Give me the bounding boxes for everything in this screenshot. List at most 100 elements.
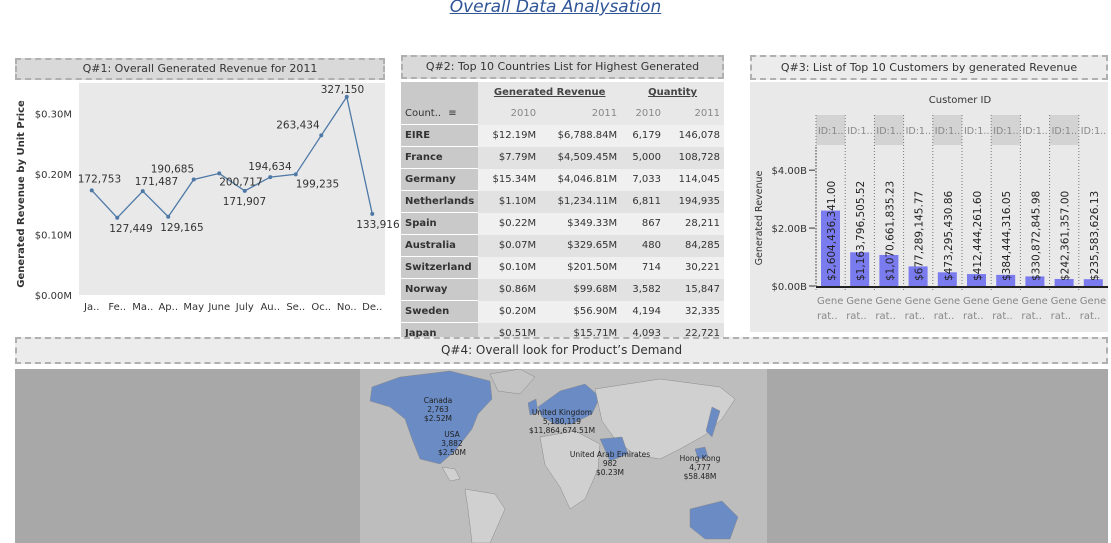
value-cell: 114,045 bbox=[664, 168, 724, 191]
q3-y-tick-label: $2.00B bbox=[772, 224, 808, 235]
q3-bar-label: $330,872,845.98 bbox=[1030, 191, 1042, 281]
q3-y-tick-label: $4.00B bbox=[772, 166, 808, 177]
value-cell: $6,788.84M bbox=[540, 124, 622, 147]
value-cell: $12.19M bbox=[478, 124, 541, 147]
q3-column-header-cell bbox=[962, 115, 992, 145]
sort-icon[interactable]: ≡ bbox=[448, 108, 457, 119]
q1-y-tick-label: $0.30M bbox=[35, 109, 72, 120]
q1-data-label: 127,449 bbox=[109, 223, 152, 235]
q1-data-label: 171,907 bbox=[223, 196, 266, 208]
country-cell[interactable]: Australia bbox=[401, 234, 479, 257]
value-cell: $1.10M bbox=[478, 190, 541, 213]
q1-line-chart: Generated Revenue by Unit Price $0.00M $0.… bbox=[16, 84, 400, 313]
q2-table-wrap: Generated Revenue Quantity Count.. ≡ 201… bbox=[401, 82, 724, 345]
map-label-revenue: $58.48M bbox=[684, 472, 717, 481]
q1-y-tick-label: $0.10M bbox=[35, 230, 72, 241]
value-cell: $56.90M bbox=[540, 300, 622, 323]
q1-x-tick-label: June bbox=[207, 302, 230, 313]
country-cell[interactable]: Sweden bbox=[401, 300, 479, 323]
europe-shape bbox=[537, 383, 601, 425]
q3-bottom-label: rat.. bbox=[1021, 311, 1042, 322]
map-label-quantity: 982 bbox=[603, 459, 618, 468]
value-cell: 5,000 bbox=[621, 146, 665, 169]
map-label-name: United Kingdom bbox=[532, 408, 592, 417]
q3-bottom-label: Gene bbox=[1021, 296, 1047, 307]
q3-bar bbox=[937, 272, 957, 286]
value-cell: $0.20M bbox=[478, 300, 541, 323]
value-cell: 28,211 bbox=[664, 212, 724, 235]
value-cell: $349.33M bbox=[540, 212, 622, 235]
country-cell[interactable]: France bbox=[401, 146, 479, 169]
table-row: EIRE $12.19M $6,788.84M 6,179 146,078 bbox=[401, 124, 724, 147]
value-cell: 32,335 bbox=[664, 300, 724, 323]
q1-x-tick-label: Oc.. bbox=[311, 302, 331, 313]
q4-header: Q#4: Overall look for Product’s Demand bbox=[15, 337, 1108, 364]
q1-data-point bbox=[268, 175, 273, 180]
q3-column-id-label: ID:1.. bbox=[964, 126, 989, 137]
country-cell[interactable]: EIRE bbox=[401, 124, 479, 147]
q1-data-label: 263,434 bbox=[276, 119, 320, 131]
q3-bar bbox=[1083, 279, 1103, 286]
australia-shape bbox=[689, 500, 739, 540]
q1-data-point bbox=[293, 172, 298, 177]
value-cell: $201.50M bbox=[540, 256, 622, 279]
q3-bar bbox=[967, 274, 986, 286]
q1-x-tick-label: Se.. bbox=[286, 302, 305, 313]
q2-revenue-header[interactable]: Generated Revenue bbox=[493, 87, 606, 98]
q1-chart-area bbox=[79, 83, 385, 295]
map-label-quantity: 2,763 bbox=[427, 405, 449, 414]
value-cell: 108,728 bbox=[664, 146, 724, 169]
q1-x-tick-label: Ap.. bbox=[158, 302, 178, 313]
country-cell[interactable]: Netherlands bbox=[401, 190, 479, 213]
q3-bar bbox=[850, 252, 870, 286]
q3-bottom-label: rat.. bbox=[1080, 311, 1101, 322]
q3-bar-label: $1,070,661,835.23 bbox=[884, 181, 896, 281]
q3-column-id-label: ID:1.. bbox=[847, 126, 872, 137]
value-cell: 30,221 bbox=[664, 256, 724, 279]
value-cell: 6,811 bbox=[621, 190, 665, 213]
q1-data-point bbox=[319, 133, 324, 138]
north-america-shape bbox=[369, 370, 493, 465]
q3-column-header-cell bbox=[1020, 115, 1050, 145]
country-cell[interactable]: Spain bbox=[401, 212, 479, 235]
q1-data-point bbox=[89, 188, 94, 193]
q3-column-header-cell bbox=[816, 115, 846, 145]
q1-data-point bbox=[191, 177, 196, 182]
table-row: France $7.79M $4,509.45M 5,000 108,728 bbox=[401, 146, 724, 169]
q3-column-id-label: ID:1.. bbox=[1081, 126, 1106, 137]
q3-column-id-label: ID:1.. bbox=[876, 126, 901, 137]
q2-country-header[interactable]: Count.. bbox=[405, 108, 442, 119]
value-cell: $0.86M bbox=[478, 278, 541, 301]
value-cell: $15.34M bbox=[478, 168, 541, 191]
value-cell: 480 bbox=[621, 234, 665, 257]
country-cell[interactable]: Norway bbox=[401, 278, 479, 301]
country-cell[interactable]: Switzerland bbox=[401, 256, 479, 279]
q3-bar-label: $1,163,796,505.52 bbox=[855, 181, 867, 281]
q2-quantity-header[interactable]: Quantity bbox=[648, 87, 698, 98]
hong-kong-shape bbox=[694, 446, 709, 460]
value-cell: 146,078 bbox=[664, 124, 724, 147]
q3-bottom-label: rat.. bbox=[817, 311, 838, 322]
q1-x-tick-label: No.. bbox=[337, 302, 357, 313]
q1-x-tick-label: Fe.. bbox=[108, 302, 126, 313]
q3-bar-label: $677,289,145.77 bbox=[914, 191, 926, 281]
q3-bar bbox=[879, 254, 899, 286]
uk-shape bbox=[527, 398, 539, 416]
south-america-shape bbox=[464, 488, 506, 543]
table-row: Switzerland $0.10M $201.50M 714 30,221 bbox=[401, 256, 724, 279]
q1-data-label: 190,685 bbox=[151, 163, 194, 175]
country-cell[interactable]: Germany bbox=[401, 168, 479, 191]
q2-year-header: 2010 bbox=[621, 103, 665, 125]
q1-data-label: 171,487 bbox=[135, 176, 178, 188]
q3-column-header-cell bbox=[991, 115, 1021, 145]
q3-bar bbox=[1054, 278, 1074, 286]
q2-year-header: 2010 bbox=[478, 103, 541, 125]
q1-data-label: 200,717 bbox=[219, 176, 262, 188]
value-cell: 6,179 bbox=[621, 124, 665, 147]
q3-bottom-label: rat.. bbox=[1051, 311, 1072, 322]
table-row: Sweden $0.20M $56.90M 4,194 32,335 bbox=[401, 300, 724, 323]
q3-bottom-label: rat.. bbox=[846, 311, 867, 322]
q3-bar-label: $242,361,357.00 bbox=[1060, 191, 1072, 281]
value-cell: $0.10M bbox=[478, 256, 541, 279]
